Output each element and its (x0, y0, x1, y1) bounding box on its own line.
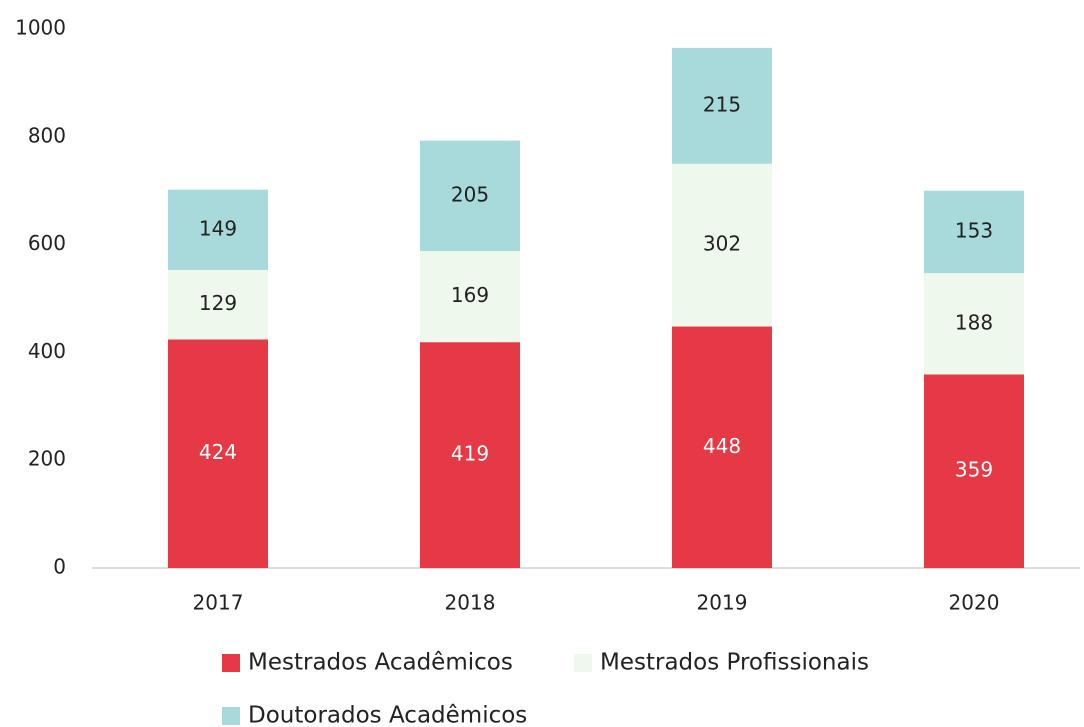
data-label: 359 (955, 458, 993, 482)
x-tick-label: 2017 (193, 591, 244, 615)
bar-segment (168, 339, 268, 568)
bar-segment (420, 342, 520, 568)
bar-segment (672, 47, 772, 164)
data-label: 419 (451, 442, 489, 466)
bar-segment (420, 251, 520, 343)
legend-swatch (574, 654, 592, 672)
legend-label: Doutorados Acadêmicos (248, 703, 527, 727)
legend-swatch (222, 707, 240, 725)
data-label: 424 (199, 440, 237, 464)
x-tick-label: 2020 (949, 591, 1000, 615)
bar-segment (420, 140, 520, 252)
y-tick-label: 0 (53, 555, 66, 579)
y-tick-label: 1000 (15, 16, 66, 40)
bar-segment (672, 163, 772, 327)
data-label: 169 (451, 283, 489, 307)
bar-segment (168, 269, 268, 340)
data-label: 215 (703, 92, 741, 116)
bar-segment (924, 190, 1024, 274)
y-tick-label: 400 (28, 339, 66, 363)
data-label: 302 (703, 232, 741, 256)
legend-label: Mestrados Acadêmicos (248, 650, 513, 676)
bar-segment (672, 326, 772, 568)
y-tick-label: 600 (28, 231, 66, 255)
data-label: 205 (451, 182, 489, 206)
x-tick-label: 2018 (445, 591, 496, 615)
legend-label: Mestrados Profissionais (600, 650, 869, 676)
data-label: 149 (199, 216, 237, 240)
bar-segment (168, 189, 268, 270)
y-tick-label: 200 (28, 447, 66, 471)
data-label: 129 (199, 291, 237, 315)
legend-swatch (222, 654, 240, 672)
data-label: 153 (955, 218, 993, 242)
bar-segment (924, 374, 1024, 568)
x-tick-label: 2019 (697, 591, 748, 615)
legend: Mestrados Acadêmicos Mestrados Profission… (222, 650, 869, 727)
data-label: 188 (955, 310, 993, 334)
data-label: 448 (703, 434, 741, 458)
bar-segment (924, 273, 1024, 375)
y-tick-label: 800 (28, 123, 66, 147)
